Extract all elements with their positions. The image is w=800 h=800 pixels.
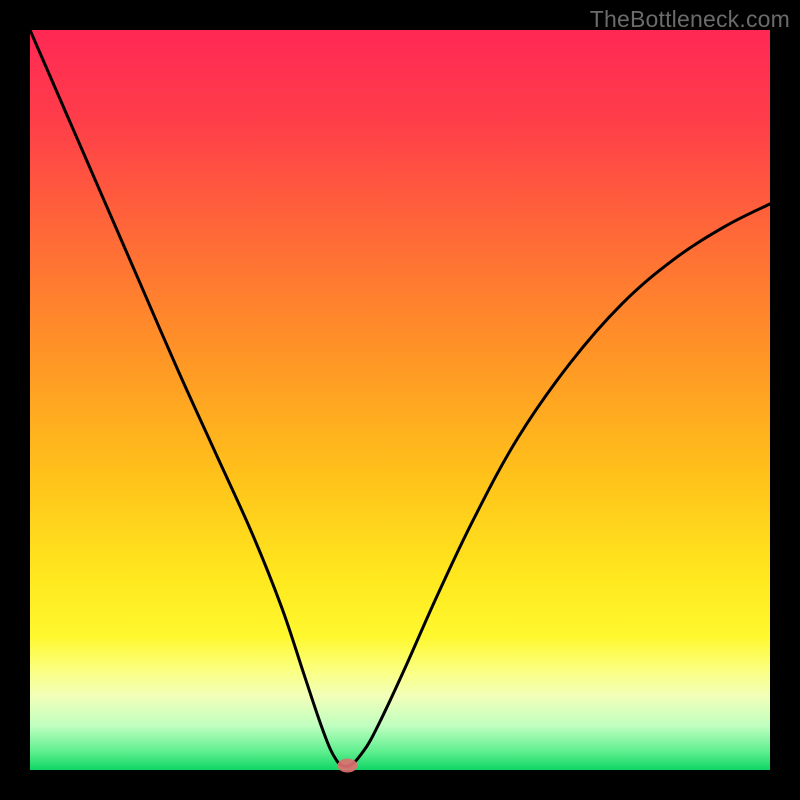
plot-background — [30, 30, 770, 770]
minimum-marker — [337, 759, 357, 773]
bottleneck-chart — [0, 0, 800, 800]
watermark-text: TheBottleneck.com — [590, 6, 790, 33]
